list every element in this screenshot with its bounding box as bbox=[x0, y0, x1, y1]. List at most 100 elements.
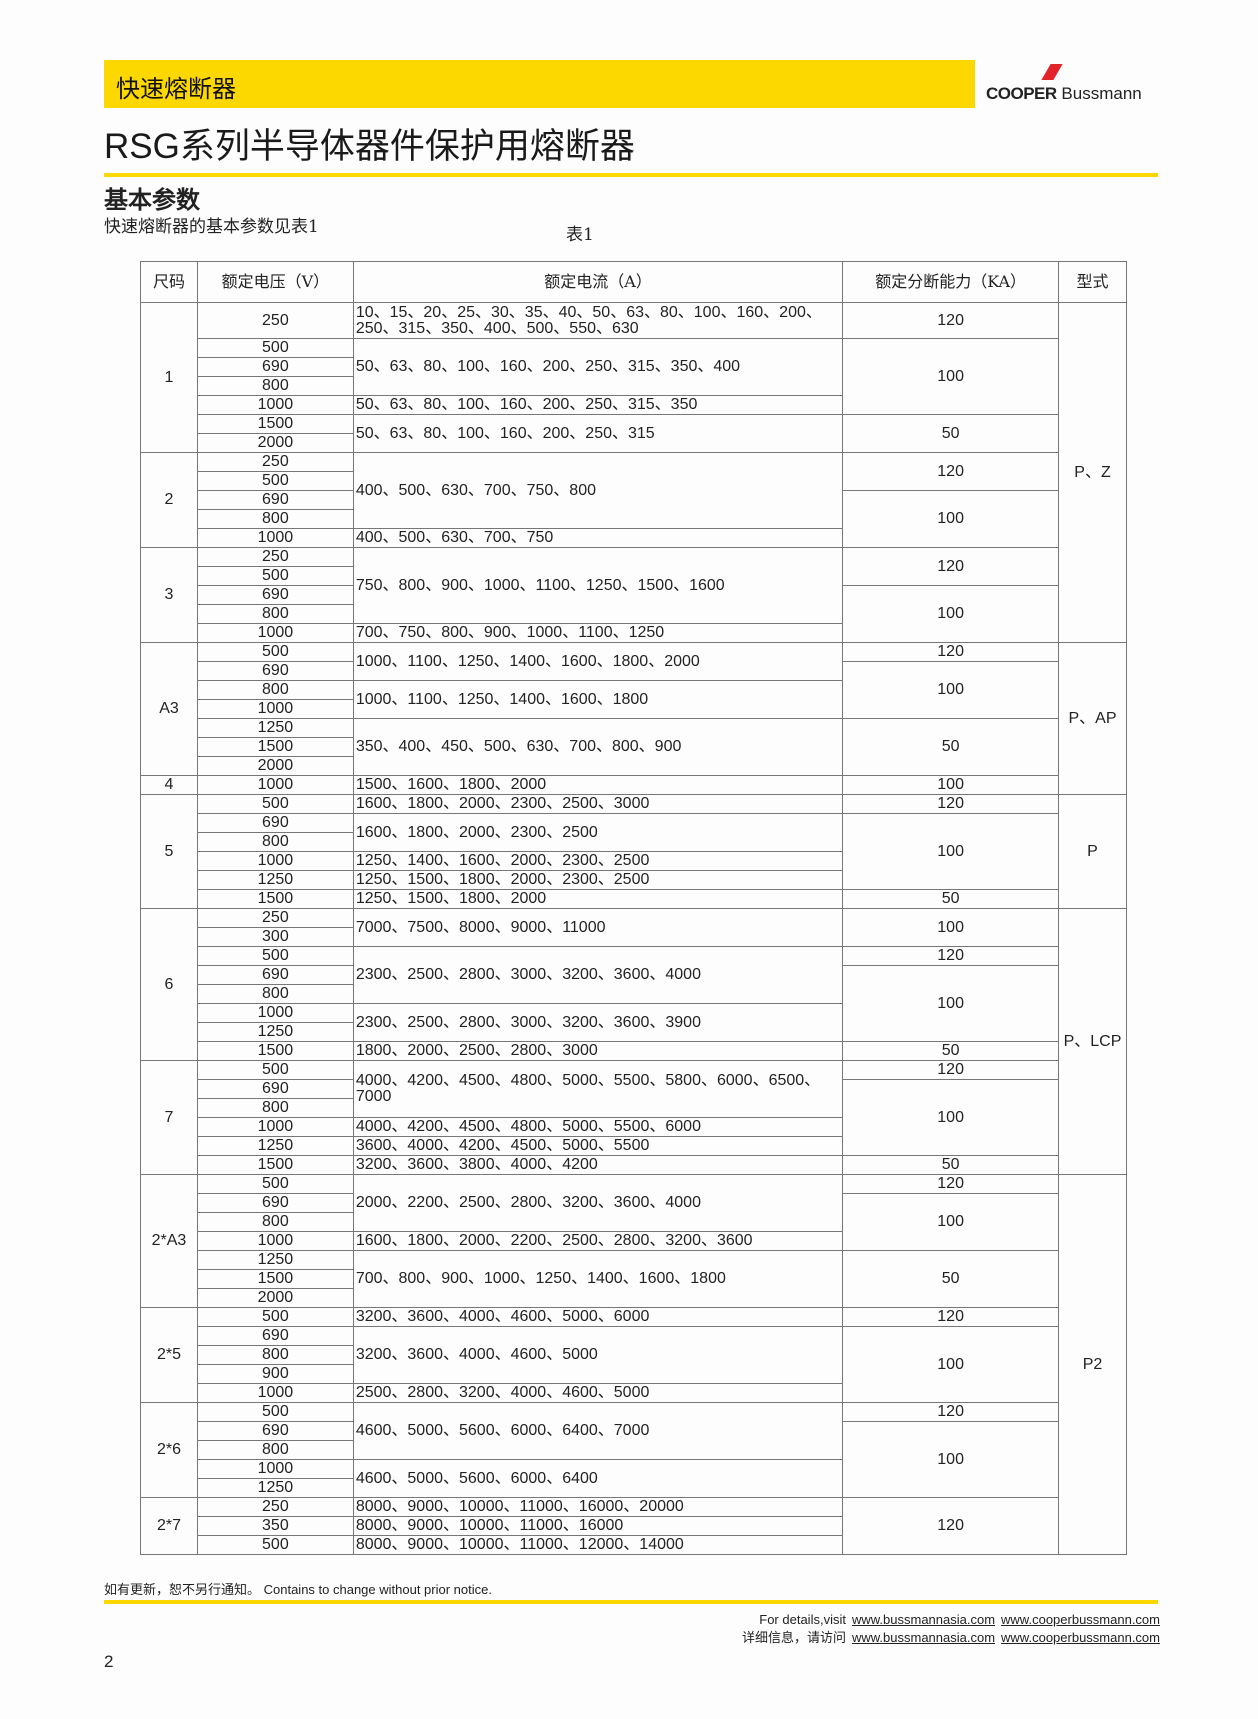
table-row: 2*6 500 4600、5000、5600、6000、6400、7000 120 bbox=[140, 1402, 1127, 1498]
voltage-cell: 500 bbox=[196, 471, 354, 491]
voltage-cell: 300 bbox=[196, 927, 354, 947]
voltage-cell: 500 bbox=[196, 946, 354, 966]
current-cell: 4000、4200、4500、4800、5000、5500、5800、6000、… bbox=[352, 1060, 844, 1118]
voltage-cell: 1000 bbox=[196, 395, 354, 415]
table-row: 6 250 7000、7500、8000、9000、11000 100 P、LCP bbox=[140, 908, 1127, 1175]
voltage-cell: 690 bbox=[196, 1421, 354, 1441]
voltage-cell: 800 bbox=[196, 1098, 354, 1118]
voltage-cell: 500 bbox=[196, 1174, 354, 1194]
breaking-capacity-cell: 100 bbox=[842, 338, 1060, 415]
link-bussmannasia[interactable]: www.bussmannasia.com bbox=[851, 1612, 996, 1627]
table-row: 7 500 4000、4200、4500、4800、5000、5500、5800、6… bbox=[140, 1060, 1127, 1175]
size-cell: 3 bbox=[140, 547, 198, 643]
table-row: 1500 1800、2000、2500、2800、3000 50 bbox=[141, 1041, 1127, 1061]
current-cell: 1250、1400、1600、2000、2300、2500 bbox=[352, 851, 844, 871]
footer-divider bbox=[104, 1600, 1158, 1604]
table-row: 690 100 bbox=[141, 585, 1127, 643]
voltage-cell: 2000 bbox=[196, 433, 354, 453]
voltage-cell: 500 bbox=[196, 1060, 354, 1080]
voltage-cell: 1250 bbox=[196, 870, 354, 890]
current-cell: 3200、3600、4000、4600、5000、6000 bbox=[352, 1307, 844, 1327]
table-row: 500 2300、2500、2800、3000、3200、3600、4000 120 bbox=[141, 946, 1127, 1004]
voltage-cell: 1500 bbox=[196, 889, 354, 909]
current-cell: 1250、1500、1800、2000、2300、2500 bbox=[352, 870, 844, 890]
table-row: 1000 1600、1800、2000、2200、2500、2800、3200、3… bbox=[141, 1231, 1127, 1251]
breaking-capacity-cell: 120 bbox=[842, 1402, 1060, 1422]
voltage-cell: 1500 bbox=[196, 1155, 354, 1175]
voltage-cell: 800 bbox=[196, 984, 354, 1004]
table-row: 5 500 1600、1800、2000、2300、2500、3000 120 P bbox=[140, 794, 1127, 909]
table-caption: 表1 bbox=[566, 225, 594, 245]
table-row: 690 100 bbox=[141, 1193, 1127, 1251]
voltage-cell: 500 bbox=[196, 794, 354, 814]
logo-flag-icon bbox=[1041, 64, 1063, 80]
voltage-cell: 1500 bbox=[196, 1269, 354, 1289]
current-cell: 700、800、900、1000、1250、1400、1600、1800 bbox=[352, 1250, 844, 1308]
breaking-capacity-cell: 100 bbox=[842, 1193, 1060, 1251]
current-cell: 1500、1600、1800、2000 bbox=[352, 775, 844, 795]
voltage-cell: 800 bbox=[196, 1440, 354, 1460]
link-cooperbussmann[interactable]: www.cooperbussmann.com bbox=[1001, 1612, 1160, 1627]
voltage-cell: 800 bbox=[196, 832, 354, 852]
voltage-cell: 690 bbox=[196, 585, 354, 605]
current-cell: 3200、3600、3800、4000、4200 bbox=[352, 1155, 844, 1175]
breaking-capacity-cell: 120 bbox=[842, 547, 1060, 586]
breaking-capacity-cell: 50 bbox=[842, 889, 1060, 909]
current-cell: 4600、5000、5600、6000、6400、7000 bbox=[352, 1402, 844, 1460]
table-row: 690 1600、1800、2000、2300、2500 100 bbox=[141, 813, 1127, 890]
breaking-capacity-cell: 100 bbox=[842, 490, 1060, 548]
breaking-capacity-cell: 120 bbox=[842, 642, 1060, 662]
size-cell: 2*5 bbox=[140, 1307, 198, 1403]
header-size: 尺码 bbox=[140, 261, 198, 303]
voltage-cell: 1000 bbox=[196, 1117, 354, 1137]
table-row: 2000 bbox=[141, 433, 1127, 453]
voltage-cell: 1000 bbox=[196, 699, 354, 719]
voltage-cell: 1250 bbox=[196, 718, 354, 738]
table-row: A3 500 1000、1100、1250、1400、1600、1800、2000 1… bbox=[140, 642, 1127, 795]
voltage-cell: 690 bbox=[196, 1326, 354, 1346]
voltage-cell: 1000 bbox=[196, 623, 354, 643]
table-row: 1 250 10、15、20、25、30、35、40、50、63、80、100、16… bbox=[140, 302, 1127, 643]
logo-brand-bold: COOPER bbox=[986, 84, 1057, 103]
table-row: 1500 3200、3600、3800、4000、4200 50 bbox=[141, 1155, 1127, 1175]
table-row: 1250 1250、1500、1800、2000、2300、2500 bbox=[141, 870, 1127, 890]
voltage-cell: 1000 bbox=[196, 775, 354, 795]
breaking-capacity-cell: 120 bbox=[842, 1174, 1060, 1194]
type-cell: P2 bbox=[1058, 1174, 1127, 1555]
breaking-capacity-cell: 120 bbox=[842, 1307, 1060, 1327]
voltage-cell: 500 bbox=[196, 642, 354, 662]
header-voltage: 额定电压（V） bbox=[196, 261, 354, 303]
voltage-cell: 250 bbox=[196, 452, 354, 472]
size-cell: 2 bbox=[140, 452, 198, 548]
table-row: 1500 50、63、80、100、160、200、250、315 50 bbox=[141, 414, 1127, 453]
breaking-capacity-cell: 120 bbox=[842, 794, 1060, 814]
category-banner: 快速熔断器 bbox=[104, 60, 975, 108]
voltage-cell: 900 bbox=[196, 1364, 354, 1384]
current-cell: 350、400、450、500、630、700、800、900 bbox=[352, 718, 844, 776]
table-row: 1000 400、500、630、700、750 bbox=[141, 528, 1127, 548]
breaking-capacity-cell: 50 bbox=[842, 718, 1060, 776]
voltage-cell: 1500 bbox=[196, 414, 354, 434]
voltage-cell: 1000 bbox=[196, 1383, 354, 1403]
voltage-cell: 1500 bbox=[196, 737, 354, 757]
table-row: 2*A3 500 2000、2200、2500、2800、3200、3600、400… bbox=[140, 1174, 1127, 1555]
voltage-cell: 250 bbox=[196, 547, 354, 567]
voltage-cell: 800 bbox=[196, 680, 354, 700]
title-divider bbox=[104, 173, 1158, 177]
table-row: 1500 1250、1500、1800、2000 50 bbox=[141, 889, 1127, 909]
breaking-capacity-cell: 120 bbox=[842, 1060, 1060, 1080]
voltage-cell: 690 bbox=[196, 1193, 354, 1213]
current-cell: 1600、1800、2000、2200、2500、2800、3200、3600 bbox=[352, 1231, 844, 1251]
breaking-capacity-cell: 120 bbox=[842, 302, 1060, 339]
size-cell: 7 bbox=[140, 1060, 198, 1175]
table-row: 2*5 500 3200、3600、4000、4600、5000、6000 120 bbox=[140, 1307, 1127, 1403]
link-cooperbussmann[interactable]: www.cooperbussmann.com bbox=[1001, 1630, 1160, 1645]
link-bussmannasia[interactable]: www.bussmannasia.com bbox=[851, 1630, 996, 1645]
voltage-cell: 250 bbox=[196, 908, 354, 928]
current-cell: 1000、1100、1250、1400、1600、1800、2000 bbox=[352, 642, 844, 681]
current-cell: 2300、2500、2800、3000、3200、3600、4000 bbox=[352, 946, 844, 1004]
type-cell: P bbox=[1058, 794, 1127, 909]
voltage-cell: 1000 bbox=[196, 851, 354, 871]
current-cell: 1600、1800、2000、2300、2500 bbox=[352, 813, 844, 852]
voltage-cell: 500 bbox=[196, 1535, 354, 1555]
